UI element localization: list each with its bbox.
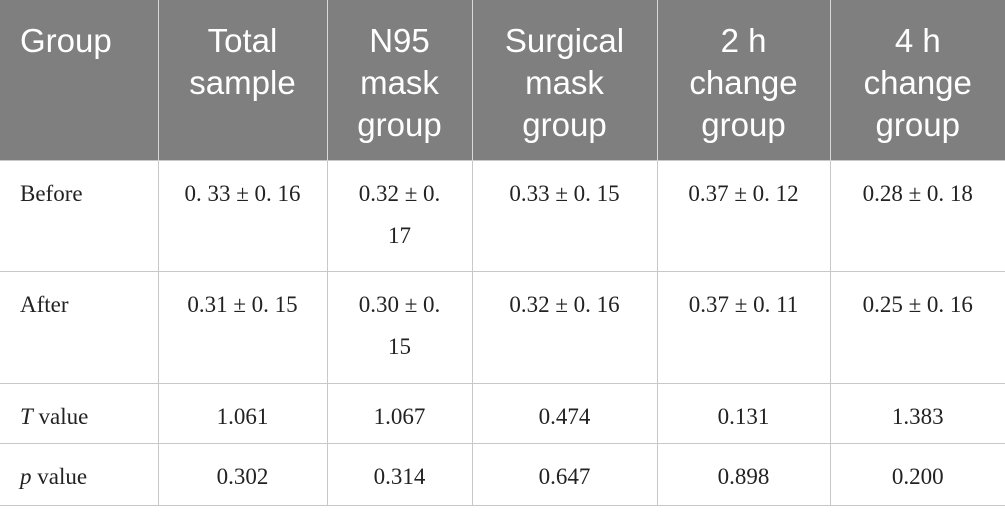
table-row: After 0.31 ± 0. 15 0.30 ± 0. 15 0.32 ± 0. 1… <box>0 270 1005 384</box>
table-body: Before 0. 33 ± 0. 16 0.32 ± 0. 17 0.33 ± 0.… <box>0 159 1005 506</box>
data-cell: 0.37 ± 0. 11 <box>656 270 831 384</box>
header-line: 4 h <box>894 22 941 59</box>
header-line: group <box>357 106 442 143</box>
row-label-text: value <box>38 403 89 429</box>
header-cell: Surgical mask group <box>471 0 657 160</box>
header-line: group <box>701 106 786 143</box>
data-cell: 0.131 <box>656 382 831 444</box>
data-cell: 0.302 <box>157 442 328 506</box>
header-cell: 4 h change group <box>829 0 1005 160</box>
header-line: sample <box>189 64 296 101</box>
data-cell: 0.32 ± 0. 16 <box>471 270 658 384</box>
data-table: Group Total sample N95 mask group Surgical mask… <box>0 0 1005 506</box>
data-cell: 1.067 <box>326 382 473 444</box>
header-row: Group Total sample N95 mask group Surgical mask… <box>0 0 1005 160</box>
data-cell: 0.25 ± 0. 16 <box>829 270 1005 384</box>
row-label: After <box>0 270 159 384</box>
header-line: change <box>689 64 798 101</box>
header-line: change <box>863 64 972 101</box>
row-label: p value <box>0 442 159 506</box>
data-cell: 0.33 ± 0. 15 <box>471 159 658 272</box>
data-cell: 0.28 ± 0. 18 <box>829 159 1005 272</box>
table-head: Group Total sample N95 mask group Surgical mask… <box>0 0 1005 160</box>
data-cell: 0.30 ± 0. 15 <box>326 270 473 384</box>
data-cell: 0.474 <box>471 382 658 444</box>
header-cell: N95 mask group <box>326 0 472 160</box>
data-cell: 1.061 <box>157 382 328 444</box>
data-cell: 0. 33 ± 0. 16 <box>157 159 328 272</box>
header-cell: Total sample <box>157 0 327 160</box>
data-cell: 0.647 <box>471 442 658 506</box>
data-cell: 0.37 ± 0. 12 <box>656 159 831 272</box>
row-label-variable: T <box>20 403 33 429</box>
row-label: Before <box>0 159 159 272</box>
header-cell: Group <box>0 0 158 160</box>
header-line: group <box>522 106 607 143</box>
data-cell: 0.200 <box>829 442 1005 506</box>
row-label-text: value <box>37 463 88 489</box>
data-cell: 0.898 <box>656 442 831 506</box>
data-cell: 0.31 ± 0. 15 <box>157 270 328 384</box>
header-cell: 2 h change group <box>656 0 830 160</box>
header-line: N95 <box>369 22 430 59</box>
table-row: p value 0.302 0.314 0.647 0.898 0.200 <box>0 442 1005 506</box>
header-line: group <box>875 106 960 143</box>
data-cell: 1.383 <box>829 382 1005 444</box>
data-cell: 0.32 ± 0. 17 <box>326 159 473 272</box>
row-label: T value <box>0 382 159 444</box>
header-line: 2 h <box>720 22 767 59</box>
header-line: mask <box>360 64 439 101</box>
row-label-variable: p <box>20 463 32 489</box>
data-cell: 0.314 <box>326 442 473 506</box>
header-line: Group <box>20 22 112 59</box>
header-line: Total <box>207 22 278 59</box>
header-line: Surgical <box>504 22 625 59</box>
header-line: mask <box>525 64 604 101</box>
row-label-text: After <box>20 291 69 317</box>
table-row: T value 1.061 1.067 0.474 0.131 1.383 <box>0 382 1005 444</box>
row-label-text: Before <box>20 180 83 206</box>
table-row: Before 0. 33 ± 0. 16 0.32 ± 0. 17 0.33 ± 0.… <box>0 159 1005 272</box>
